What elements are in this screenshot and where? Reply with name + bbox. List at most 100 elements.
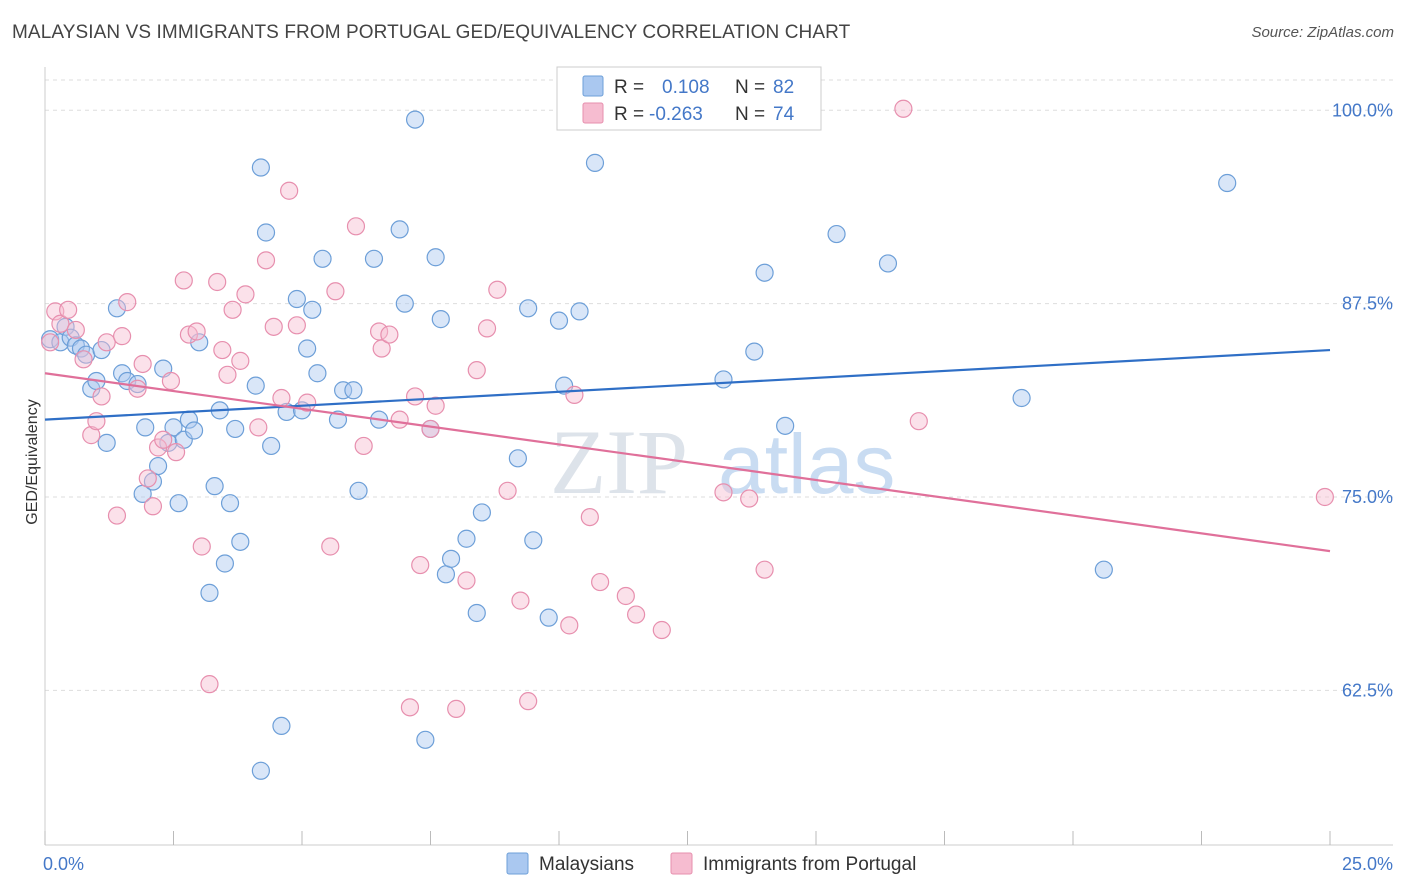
malaysians-point — [457, 529, 476, 548]
malaysians-point — [539, 608, 558, 627]
portugal-point — [66, 320, 85, 340]
portugal-point — [41, 333, 60, 352]
portugal-point — [447, 699, 466, 718]
portugal-point — [264, 317, 283, 336]
malaysians-point — [148, 456, 168, 476]
malaysians-point — [745, 342, 764, 361]
portugal-point — [372, 339, 391, 358]
portugal-point — [200, 675, 219, 694]
malaysians-point — [251, 158, 270, 177]
malaysians-point — [416, 730, 435, 749]
chart-source: Source: ZipAtlas.com — [1251, 24, 1394, 41]
malaysians-point — [220, 494, 240, 513]
portugal-point — [321, 537, 340, 556]
portugal-point — [112, 327, 132, 346]
portugal-point — [740, 489, 759, 508]
malaysians-point — [570, 302, 589, 321]
portugal-point — [51, 314, 70, 333]
y-tick-label: 87.5% — [1342, 294, 1393, 314]
malaysians-point — [97, 433, 116, 452]
malaysians-point — [344, 381, 363, 400]
portugal-point — [326, 282, 345, 301]
y-tick-label: 75.0% — [1342, 487, 1393, 507]
portugal-point — [346, 217, 366, 236]
portugal-point — [187, 322, 206, 341]
portugal-point — [400, 698, 420, 717]
legend-r-label-portugal: R = — [614, 104, 644, 125]
trend-lines — [44, 348, 1331, 553]
portugal-point — [380, 325, 399, 344]
x-tick-label-max: 25.0% — [1342, 854, 1393, 874]
malaysians-point — [136, 418, 155, 437]
portugal-point — [287, 316, 306, 335]
portugal-point — [1315, 487, 1334, 507]
portugal-point — [405, 387, 425, 406]
portugal-point — [616, 586, 635, 606]
legend-swatch-malaysians — [582, 75, 604, 97]
malaysians-point — [395, 294, 414, 313]
malaysians-point — [251, 761, 270, 780]
portugal-point — [714, 483, 733, 502]
axes — [44, 67, 1393, 846]
malaysians-point — [226, 419, 245, 439]
portugal-point — [74, 350, 93, 369]
portugal-point — [161, 371, 181, 391]
malaysians-point — [524, 531, 543, 550]
portugal-point — [354, 436, 373, 456]
malaysians-point — [262, 436, 281, 456]
chart-title: MALAYSIAN VS IMMIGRANTS FROM PORTUGAL GE… — [12, 22, 851, 43]
malaysians-point — [508, 449, 527, 468]
portugal-point — [457, 571, 476, 590]
malaysians-point — [205, 477, 224, 496]
portugal-point — [249, 418, 268, 437]
portugal-point — [192, 537, 211, 556]
y-tick-label: 100.0% — [1332, 100, 1393, 120]
malaysians-point — [431, 310, 450, 329]
portugal-point — [488, 280, 507, 299]
portugal-point — [138, 469, 157, 488]
legend-n-value-portugal: 74 — [773, 104, 795, 125]
y-axis-title: GED/Equivalency — [24, 399, 41, 524]
malaysians-point — [308, 364, 327, 383]
malaysians-trend-line — [44, 348, 1331, 421]
portugal-point — [128, 379, 147, 398]
malaysians-point — [1012, 388, 1031, 408]
malaysians-point — [555, 376, 574, 395]
portugal-point — [208, 272, 227, 292]
malaysians-point — [467, 603, 486, 623]
portugal-point — [560, 616, 579, 635]
malaysians-point — [878, 254, 898, 273]
malaysians-point — [231, 532, 250, 551]
portugal-point — [87, 412, 106, 431]
portugal-trend-line — [44, 372, 1331, 553]
portugal-point — [107, 506, 127, 525]
portugal-point — [166, 443, 186, 462]
malaysians-point — [714, 370, 733, 389]
malaysians-point — [390, 220, 409, 239]
malaysians-point — [585, 153, 605, 172]
legend-swatch-portugal — [582, 102, 604, 124]
portugal-point — [92, 387, 111, 406]
portugal-point — [82, 426, 101, 445]
malaysians-point — [549, 311, 569, 330]
malaysians-point — [184, 421, 204, 440]
portugal-point — [256, 251, 276, 270]
malaysians-point — [472, 503, 491, 522]
portugal-point — [143, 497, 163, 516]
portugal-point — [565, 385, 584, 405]
portugal-point — [652, 620, 671, 640]
portugal-point — [421, 419, 440, 439]
legend-r-value-malaysians: 0.108 — [662, 77, 710, 98]
portugal-point — [280, 181, 299, 200]
legend-r-label-malaysians: R = — [614, 77, 644, 98]
malaysians-point — [66, 336, 85, 355]
malaysians-point — [164, 418, 183, 437]
portugal-point — [272, 388, 291, 408]
malaysians-point — [776, 416, 795, 435]
legend-top: R = 0.108 N = 82 R = -0.263 N = 74 — [556, 66, 822, 131]
portugal-point — [626, 605, 646, 624]
watermark: ZIP atlas — [550, 411, 895, 513]
malaysians-point — [200, 583, 219, 602]
